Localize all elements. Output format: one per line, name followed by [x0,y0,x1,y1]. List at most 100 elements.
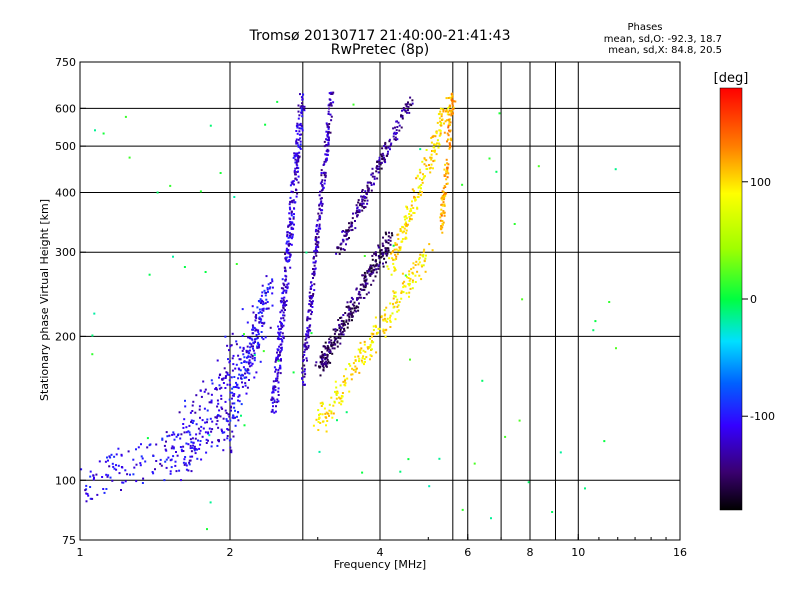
scatter-point [163,479,166,482]
scatter-point [343,379,346,382]
scatter-point [430,158,433,161]
scatter-point [358,204,361,207]
scatter-point [377,244,380,247]
scatter-point [229,446,232,449]
scatter-point [409,277,412,280]
scatter-point [106,456,108,459]
scatter-point [160,464,163,467]
scatter-point [433,150,436,153]
scatter-point [387,235,390,238]
scatter-point [377,331,380,334]
scatter-point [429,156,432,159]
scatter-point [326,153,328,156]
scatter-point [382,330,385,333]
scatter-point [419,253,422,256]
scatter-point [271,408,274,411]
scatter-point [409,287,412,290]
scatter-point [85,484,88,487]
scatter-point [233,376,236,378]
scatter-point [412,211,415,214]
scatter-point [257,333,260,336]
scatter-point [439,110,442,113]
scatter-point [182,450,185,452]
scatter-point [223,367,226,370]
scatter-point [434,143,437,146]
scatter-point [259,360,262,363]
y-tick-label: 100 [55,474,76,487]
scatter-point [251,338,254,341]
scatter-point [302,93,304,96]
scatter-point [354,365,357,368]
scatter-point [448,120,451,123]
scatter-point [384,335,387,338]
scatter-point [418,261,421,264]
scatter-point [281,332,284,335]
scatter-point [308,291,311,294]
scatter-point [603,440,606,443]
scatter-point [394,318,397,321]
scatter-point [440,225,443,227]
scatter-point [256,345,259,348]
scatter-point [253,327,256,330]
scatter-point [390,232,393,235]
scatter-point [370,271,373,274]
scatter-point [248,349,251,352]
scatter-point [340,332,343,335]
scatter-point [240,374,242,377]
scatter-point [324,347,327,350]
scatter-point [111,462,114,465]
scatter-point [420,184,423,186]
scatter-point [325,130,328,133]
scatter-point [362,195,365,198]
scatter-point [349,313,352,316]
scatter-point [361,190,364,193]
scatter-point [350,312,353,315]
scatter-point [375,271,378,274]
scatter-point [369,344,372,346]
scatter-point [372,269,375,272]
scatter-point [257,312,260,315]
scatter-point [385,306,388,309]
scatter-point [344,368,347,371]
scatter-point [390,142,393,145]
scatter-point [309,303,312,306]
scatter-point [429,171,432,174]
scatter-point [370,332,373,335]
scatter-point [348,319,351,322]
scatter-point [285,289,288,292]
scatter-point [254,341,257,343]
scatter-point [264,294,267,297]
scatter-point [322,186,325,189]
scatter-point [408,279,411,282]
scatter-point [132,473,135,476]
scatter-point [348,306,351,309]
scatter-point [345,243,347,246]
scatter-point [103,491,106,494]
scatter-point [394,242,397,245]
scatter-point [328,107,330,110]
y-axis-label: Stationary phase Virtual Height [km] [38,199,51,401]
scatter-point [443,214,446,217]
scatter-point [261,315,264,318]
scatter-point [443,203,446,206]
scatter-point [415,260,418,263]
scatter-point [334,390,336,393]
scatter-point [391,257,394,260]
scatter-point [173,438,176,441]
scatter-point [270,410,273,413]
scatter-point [308,325,311,327]
scatter-point [355,305,358,308]
scatter-point [422,264,425,267]
scatter-point [106,475,109,478]
scatter-point [330,119,333,122]
scatter-point [252,349,255,352]
colorbar-label: [deg] [714,71,749,86]
scatter-point [339,317,342,319]
scatter-point [324,160,327,163]
scatter-point [301,102,303,105]
scatter-point [299,137,302,140]
scatter-point [247,336,250,339]
scatter-point [220,397,223,400]
scatter-point [405,237,408,240]
scatter-point [387,267,390,270]
